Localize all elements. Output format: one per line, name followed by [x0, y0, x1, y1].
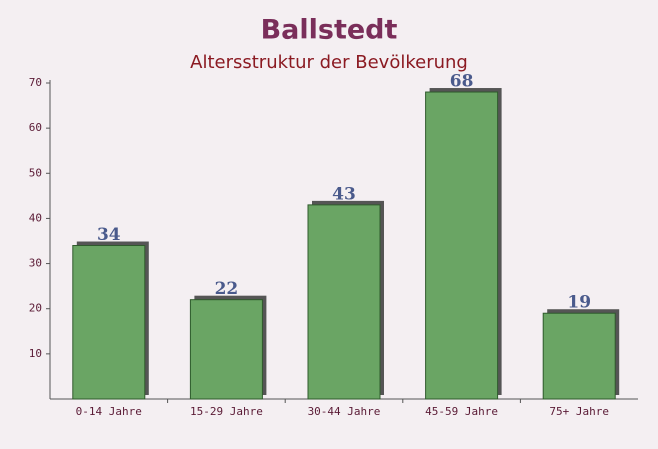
y-tick-label: 70 — [29, 76, 42, 89]
y-tick-label: 10 — [29, 347, 42, 360]
x-tick-label: 0-14 Jahre — [76, 405, 142, 418]
bar — [72, 245, 146, 400]
bar — [425, 91, 499, 400]
x-tick-label: 15-29 Jahre — [190, 405, 263, 418]
y-tick-label: 60 — [29, 121, 42, 134]
y-tick-label: 20 — [29, 302, 42, 315]
value-label: 43 — [332, 184, 356, 204]
bar — [542, 312, 616, 400]
value-label: 68 — [450, 72, 474, 92]
value-label: 19 — [567, 293, 591, 313]
chart-title: Ballstedt — [261, 15, 398, 46]
y-tick-label: 40 — [29, 211, 42, 224]
bar — [307, 204, 381, 400]
x-tick-label: 30-44 Jahre — [308, 405, 381, 418]
y-tick-label: 30 — [29, 257, 42, 270]
bar — [189, 299, 263, 400]
y-tick-label: 50 — [29, 166, 42, 179]
x-tick-label: 45-59 Jahre — [425, 405, 498, 418]
chart-subtitle: Altersstruktur der Bevölkerung — [190, 52, 468, 73]
value-label: 22 — [215, 279, 239, 299]
x-tick-label: 75+ Jahre — [549, 405, 609, 418]
value-label: 34 — [97, 225, 121, 245]
